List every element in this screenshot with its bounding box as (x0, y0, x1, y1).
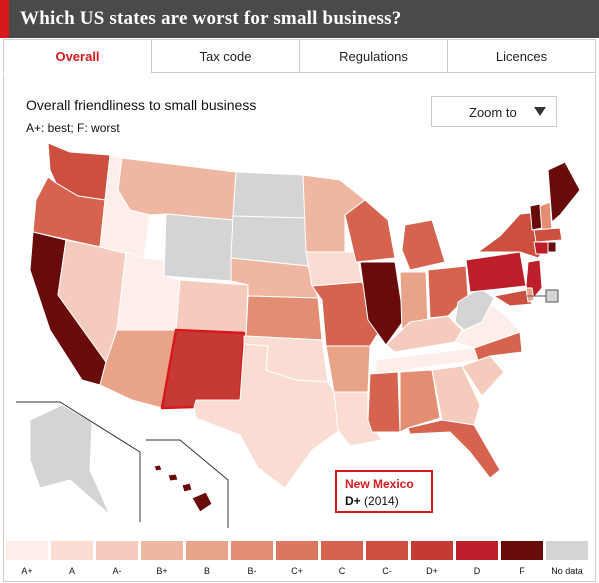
state-alabama[interactable] (399, 369, 441, 433)
grade-legend: A+ A A- B+ B B- C+ C C- D+ D F No data (6, 541, 592, 579)
state-hawaii-oahu[interactable] (167, 473, 179, 482)
state-texas[interactable] (193, 343, 341, 489)
state-delaware[interactable] (525, 287, 535, 303)
state-hawaii-big-island[interactable] (191, 491, 213, 513)
state-mississippi[interactable] (367, 371, 401, 433)
legend-label: C- (382, 566, 392, 576)
map-title: Overall friendliness to small business (26, 97, 257, 113)
legend-swatch (231, 541, 273, 560)
header-accent (0, 0, 9, 38)
legend-swatch (546, 541, 588, 560)
legend-swatch (456, 541, 498, 560)
legend-label: A (68, 566, 75, 576)
tooltip-state-name: New Mexico (345, 477, 414, 491)
legend-label: A- (112, 566, 122, 576)
chevron-down-icon (534, 107, 546, 116)
state-hawaii-maui[interactable] (181, 482, 193, 493)
state-alaska[interactable] (29, 404, 111, 516)
legend-swatch (186, 541, 228, 560)
legend-label: D+ (426, 566, 438, 576)
state-florida[interactable] (407, 419, 501, 479)
legend-swatch (411, 541, 453, 560)
legend-swatch (501, 541, 543, 560)
zoom-to-dropdown[interactable]: Zoom to (431, 96, 557, 127)
state-massachusetts[interactable] (533, 227, 563, 243)
state-dc-box[interactable] (545, 289, 559, 303)
tooltip-year: (2014) (364, 494, 399, 508)
state-new-hampshire[interactable] (539, 201, 553, 233)
legend-label: F (519, 566, 525, 576)
state-pennsylvania[interactable] (465, 251, 527, 293)
state-iowa[interactable] (305, 251, 363, 287)
state-maryland[interactable] (493, 289, 533, 307)
state-connecticut[interactable] (533, 241, 549, 255)
state-arkansas[interactable] (325, 345, 371, 393)
state-colorado[interactable] (175, 279, 249, 335)
legend-label: D (473, 566, 481, 576)
legend-swatch (276, 541, 318, 560)
state-south-dakota[interactable] (230, 215, 309, 267)
tab-tax-code[interactable]: Tax code (152, 39, 300, 73)
state-north-dakota[interactable] (232, 171, 307, 219)
state-kansas[interactable] (245, 295, 323, 341)
legend-swatch (366, 541, 408, 560)
state-louisiana[interactable] (333, 391, 383, 447)
state-rhode-island[interactable] (547, 241, 557, 253)
legend-swatch (321, 541, 363, 560)
legend-swatch (6, 541, 48, 560)
tab-regulations[interactable]: Regulations (300, 39, 448, 73)
legend-swatch (51, 541, 93, 560)
zoom-to-label: Zoom to (469, 105, 517, 120)
legend-label: A+ (21, 566, 33, 576)
legend-label: C (338, 566, 346, 576)
legend-label: B- (247, 566, 257, 576)
state-michigan[interactable] (401, 219, 446, 271)
legend-label: B+ (156, 566, 168, 576)
tooltip-grade: D+ (2014) (345, 494, 399, 508)
state-hawaii-kauai[interactable] (153, 464, 163, 472)
legend-swatch (96, 541, 138, 560)
legend-swatch (141, 541, 183, 560)
tab-overall[interactable]: Overall (3, 39, 152, 73)
state-montana[interactable] (117, 157, 237, 221)
state-maine[interactable] (547, 161, 581, 223)
legend-label: No data (551, 566, 583, 576)
legend-label: B (203, 566, 210, 576)
tab-licences[interactable]: Licences (448, 39, 596, 73)
map-panel (3, 74, 596, 582)
tab-bar: Overall Tax code Regulations Licences (3, 39, 596, 75)
state-new-mexico[interactable] (160, 328, 246, 410)
state-wyoming[interactable] (163, 213, 234, 282)
selected-state-tooltip: New Mexico D+ (2014) (335, 470, 433, 513)
grade-scale-note: A+: best; F: worst (26, 121, 120, 135)
header-bar: Which US states are worst for small busi… (0, 0, 599, 38)
page-title: Which US states are worst for small busi… (20, 8, 402, 29)
legend-label: C+ (291, 566, 303, 576)
alaska-inset-border (16, 401, 141, 522)
tooltip-grade-value: D+ (345, 494, 361, 508)
state-illinois[interactable] (359, 261, 405, 346)
hawaii-inset-border (146, 439, 229, 528)
state-georgia[interactable] (431, 365, 481, 426)
state-wisconsin[interactable] (344, 199, 396, 263)
